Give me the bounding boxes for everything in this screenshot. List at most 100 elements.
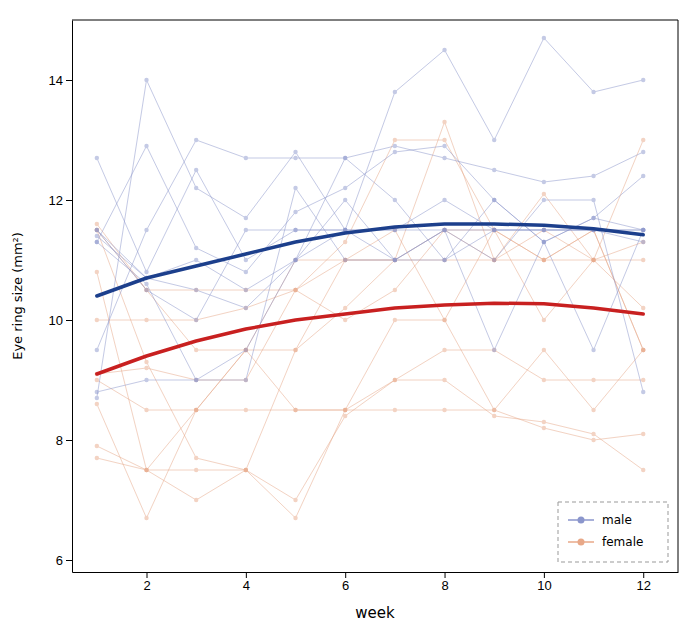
series-point (244, 378, 248, 382)
series-line (97, 122, 643, 470)
series-point (194, 168, 198, 172)
series-point (442, 48, 446, 52)
tick-mark (66, 440, 72, 441)
series-point (194, 318, 198, 322)
series-point (591, 258, 595, 262)
tick-mark (66, 560, 72, 561)
series-point (591, 216, 595, 220)
series-point (492, 168, 496, 172)
series-point (542, 180, 546, 184)
legend-marker (578, 517, 585, 524)
series-point (393, 144, 397, 148)
chart: 2468101268101214weekEye ring size (mm²)m… (0, 0, 700, 634)
series-point (95, 240, 99, 244)
tick-mark (345, 572, 346, 578)
tick-mark (246, 572, 247, 578)
tick-label: 4 (243, 578, 250, 593)
series-point (194, 186, 198, 190)
series-point (492, 228, 496, 232)
series-point (442, 120, 446, 124)
tick-label: 10 (49, 313, 63, 328)
series-point (492, 258, 496, 262)
series-point (144, 468, 148, 472)
series-point (393, 378, 397, 382)
series-point (293, 516, 297, 520)
series-point (343, 156, 347, 160)
individual-series (95, 144, 646, 274)
series-point (244, 468, 248, 472)
series-point (641, 390, 645, 394)
plot: 2468101268101214weekEye ring size (mm²)m… (10, 20, 679, 622)
legend-label: female (602, 535, 643, 549)
series-point (144, 270, 148, 274)
series-point (144, 288, 148, 292)
tick-label: 12 (636, 578, 650, 593)
series-point (393, 258, 397, 262)
series-point (144, 360, 148, 364)
axis-line (72, 21, 73, 573)
series-point (244, 216, 248, 220)
series-point (641, 174, 645, 178)
series-point (293, 186, 297, 190)
tick-label: 2 (143, 578, 150, 593)
series-point (343, 258, 347, 262)
series-point (194, 378, 198, 382)
x-axis-title: week (355, 604, 395, 622)
series-point (393, 90, 397, 94)
tick: 8 (56, 433, 72, 448)
series-point (95, 228, 99, 232)
series-point (641, 240, 645, 244)
series-point (244, 306, 248, 310)
series-point (194, 408, 198, 412)
series-point (492, 258, 496, 262)
series-point (244, 348, 248, 352)
tick: 6 (56, 553, 72, 568)
tick-mark (66, 200, 72, 201)
x-axis: 24681012 (73, 572, 679, 593)
series-point (244, 288, 248, 292)
series-point (95, 456, 99, 460)
series-point (144, 378, 148, 382)
series-point (244, 468, 248, 472)
series-point (244, 306, 248, 310)
series-point (95, 270, 99, 274)
series-point (492, 408, 496, 412)
series-point (542, 228, 546, 232)
series-point (194, 408, 198, 412)
tick-mark (66, 320, 72, 321)
series-point (144, 228, 148, 232)
individual-series (95, 36, 646, 400)
series-point (492, 198, 496, 202)
series-point (393, 408, 397, 412)
series-point (144, 78, 148, 82)
series-point (393, 258, 397, 262)
series-point (442, 318, 446, 322)
trend-series (97, 303, 643, 374)
individual-series (95, 120, 646, 472)
series-point (393, 138, 397, 142)
series-point (293, 408, 297, 412)
data-area (95, 36, 646, 520)
series-point (95, 234, 99, 238)
series-point (442, 144, 446, 148)
series-point (343, 318, 347, 322)
individual-series (95, 228, 646, 352)
tick-mark (445, 572, 446, 578)
series-point (194, 318, 198, 322)
series-point (144, 288, 148, 292)
series-point (542, 36, 546, 40)
legend-label: male (602, 513, 632, 527)
series-point (591, 258, 595, 262)
series-point (641, 228, 645, 232)
series-point (343, 186, 347, 190)
trend-series (97, 224, 643, 296)
series-point (591, 198, 595, 202)
series-point (95, 402, 99, 406)
series-point (492, 348, 496, 352)
series-point (591, 258, 595, 262)
series-point (641, 468, 645, 472)
series-point (293, 156, 297, 160)
series-point (95, 222, 99, 226)
series-point (244, 408, 248, 412)
series-point (343, 240, 347, 244)
